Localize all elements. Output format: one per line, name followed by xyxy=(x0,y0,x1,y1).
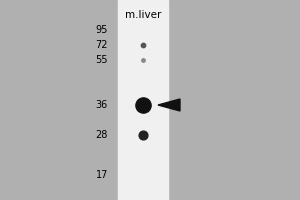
Text: 17: 17 xyxy=(96,170,108,180)
Text: 55: 55 xyxy=(95,55,108,65)
Text: m.liver: m.liver xyxy=(125,10,161,20)
Text: 28: 28 xyxy=(96,130,108,140)
Text: 72: 72 xyxy=(95,40,108,50)
Point xyxy=(141,58,146,62)
Polygon shape xyxy=(158,99,180,111)
Point xyxy=(141,43,146,47)
Bar xyxy=(118,0,168,200)
Point xyxy=(141,133,146,137)
Point xyxy=(141,103,146,107)
Text: 95: 95 xyxy=(96,25,108,35)
Text: 36: 36 xyxy=(96,100,108,110)
